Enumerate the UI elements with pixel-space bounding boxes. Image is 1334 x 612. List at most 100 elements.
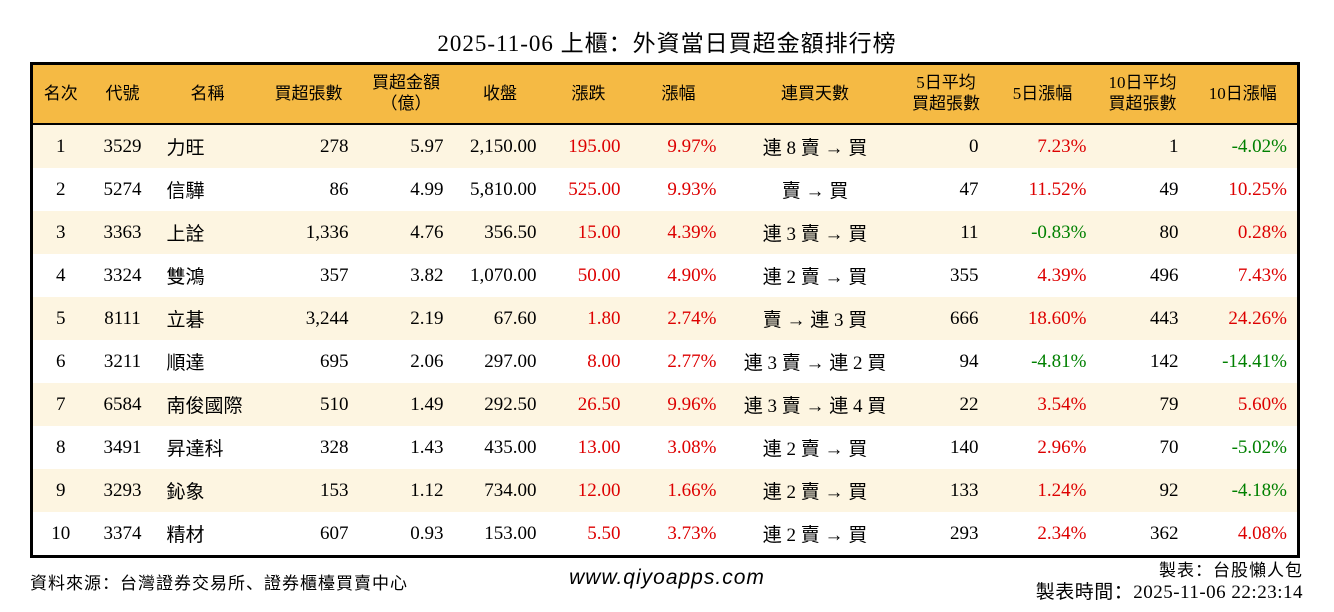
- cell-change_pct: 3.08%: [667, 436, 717, 458]
- table-row: 6 3211 順達 695 2.06 297.00 8.00 2.77% 連 3 賣 → 連 2…: [31, 340, 1299, 383]
- cell-change: 8.00: [587, 350, 621, 372]
- cell-avg10_volume: 80: [1159, 221, 1179, 243]
- cell-change: 12.00: [577, 479, 621, 501]
- cell-change: 5.50: [587, 522, 621, 544]
- cell-buy_volume: 695: [320, 350, 349, 372]
- cell-buy_streak: 連 3 賣 → 連 2 買: [743, 353, 887, 374]
- cell-name: 南俊國際: [166, 396, 243, 417]
- cell-buy_amount: 4.76: [410, 221, 444, 243]
- col-header-close: 收盤: [453, 63, 547, 125]
- col-header-pct10: 10日漲幅: [1188, 63, 1299, 125]
- cell-change_pct: 9.93%: [667, 178, 717, 200]
- cell-pct5: -4.81%: [1031, 350, 1087, 372]
- cell-pct5: -0.83%: [1031, 221, 1087, 243]
- cell-pct10: 4.08%: [1237, 522, 1287, 544]
- header-row: 名次 代號 名稱 買超張數 買超金額 （億） 收盤 漲跌 漲幅 連買天數 5日平均 買超張數 5日漲…: [31, 63, 1299, 125]
- cell-code: 3374: [103, 522, 142, 544]
- cell-change_pct: 4.39%: [667, 221, 717, 243]
- cell-close: 153.00: [484, 522, 537, 544]
- table-row: 5 8111 立碁 3,244 2.19 67.60 1.80 2.74% 賣 → 連 3 買 6…: [31, 297, 1299, 340]
- cell-avg5_volume: 94: [959, 350, 979, 372]
- col-header-change_pct: 漲幅: [630, 63, 727, 125]
- cell-close: 67.60: [493, 307, 537, 329]
- cell-buy_amount: 2.19: [410, 307, 444, 329]
- cell-avg10_volume: 92: [1159, 479, 1179, 501]
- cell-close: 297.00: [484, 350, 537, 372]
- cell-change: 1.80: [587, 307, 621, 329]
- cell-code: 3491: [103, 436, 142, 458]
- cell-buy_volume: 278: [320, 135, 349, 157]
- cell-rank: 4: [56, 264, 66, 286]
- cell-avg5_volume: 133: [950, 479, 979, 501]
- cell-name: 立碁: [166, 310, 205, 331]
- table-row: 7 6584 南俊國際 510 1.49 292.50 26.50 9.96% 連 3 賣 → …: [31, 383, 1299, 426]
- cell-avg5_volume: 0: [969, 135, 979, 157]
- cell-avg10_volume: 79: [1159, 393, 1179, 415]
- cell-rank: 10: [51, 522, 71, 544]
- cell-buy_streak: 連 2 賣 → 買: [762, 439, 868, 460]
- cell-name: 信驊: [166, 181, 205, 202]
- cell-buy_volume: 1,336: [305, 221, 349, 243]
- cell-code: 8111: [104, 307, 141, 329]
- cell-change: 50.00: [577, 264, 621, 286]
- col-header-pct5: 5日漲幅: [988, 63, 1097, 125]
- cell-avg5_volume: 47: [959, 178, 979, 200]
- cell-change: 195.00: [568, 135, 621, 157]
- cell-pct5: 1.24%: [1037, 479, 1087, 501]
- cell-avg10_volume: 49: [1159, 178, 1179, 200]
- cell-name: 上詮: [166, 224, 205, 245]
- cell-change: 15.00: [577, 221, 621, 243]
- cell-close: 5,810.00: [470, 178, 537, 200]
- cell-buy_streak: 連 2 賣 → 買: [762, 482, 868, 503]
- col-header-rank: 名次: [31, 63, 89, 125]
- cell-change: 525.00: [568, 178, 621, 200]
- cell-avg10_volume: 142: [1150, 350, 1179, 372]
- cell-buy_amount: 1.12: [410, 479, 444, 501]
- cell-rank: 6: [56, 350, 66, 372]
- cell-buy_volume: 510: [320, 393, 349, 415]
- cell-buy_volume: 607: [320, 522, 349, 544]
- cell-pct10: -5.02%: [1231, 436, 1287, 458]
- col-header-avg10_volume: 10日平均 買超張數: [1096, 63, 1189, 125]
- cell-name: 雙鴻: [166, 267, 205, 288]
- cell-avg5_volume: 355: [950, 264, 979, 286]
- generated-timestamp: 製表時間：2025-11-06 22:23:14: [1035, 582, 1303, 604]
- table-row: 8 3491 昇達科 328 1.43 435.00 13.00 3.08% 連 2 賣 → 買…: [31, 426, 1299, 469]
- cell-rank: 8: [56, 436, 66, 458]
- cell-pct5: 2.96%: [1037, 436, 1087, 458]
- table-row: 1 3529 力旺 278 5.97 2,150.00 195.00 9.97% 連 8 賣 →…: [31, 124, 1299, 168]
- cell-avg10_volume: 443: [1150, 307, 1179, 329]
- data-source-note: 資料來源：台灣證券交易所、證券櫃檯買賣中心: [30, 574, 408, 593]
- cell-buy_volume: 153: [320, 479, 349, 501]
- cell-code: 5274: [103, 178, 142, 200]
- maker-credit: 製表：台股懶人包: [1159, 561, 1303, 580]
- website-url: www.qiyoapps.com: [569, 566, 765, 589]
- cell-buy_streak: 賣 → 連 3 買: [762, 310, 868, 331]
- table-row: 2 5274 信驊 86 4.99 5,810.00 525.00 9.93% 賣 → 買 47 1…: [31, 168, 1299, 211]
- cell-avg5_volume: 22: [959, 393, 979, 415]
- cell-buy_amount: 1.49: [410, 393, 444, 415]
- cell-buy_streak: 連 8 賣 → 買: [762, 138, 868, 159]
- cell-name: 鈊象: [166, 482, 205, 503]
- cell-avg10_volume: 362: [1150, 522, 1179, 544]
- cell-rank: 1: [56, 135, 66, 157]
- cell-buy_streak: 連 2 賣 → 買: [762, 267, 868, 288]
- col-header-name: 名稱: [156, 63, 259, 125]
- table-row: 3 3363 上詮 1,336 4.76 356.50 15.00 4.39% 連 3 賣 → …: [31, 211, 1299, 254]
- cell-buy_volume: 86: [329, 178, 349, 200]
- cell-close: 356.50: [484, 221, 537, 243]
- col-header-code: 代號: [88, 63, 157, 125]
- cell-buy_amount: 1.43: [410, 436, 444, 458]
- cell-code: 3211: [103, 350, 142, 372]
- page-title: 2025-11-06 上櫃：外資當日買超金額排行榜: [437, 31, 897, 56]
- cell-pct5: 11.52%: [1028, 178, 1087, 200]
- cell-rank: 9: [56, 479, 66, 501]
- ranking-table: 名次 代號 名稱 買超張數 買超金額 （億） 收盤 漲跌 漲幅 連買天數 5日平均 買超張數 5日漲…: [30, 62, 1300, 558]
- cell-buy_amount: 5.97: [410, 135, 444, 157]
- cell-buy_amount: 3.82: [410, 264, 444, 286]
- cell-pct10: 5.60%: [1237, 393, 1287, 415]
- cell-change_pct: 3.73%: [667, 522, 717, 544]
- cell-rank: 7: [56, 393, 66, 415]
- cell-rank: 3: [56, 221, 66, 243]
- cell-pct10: 10.25%: [1228, 178, 1287, 200]
